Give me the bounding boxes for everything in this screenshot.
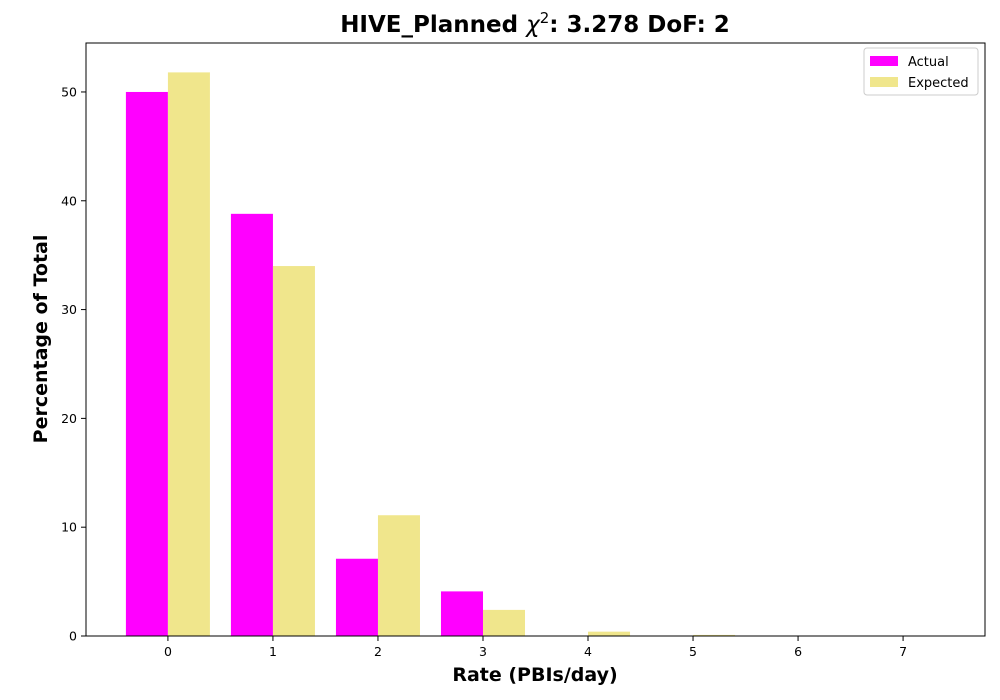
legend-swatch-expected <box>870 77 898 87</box>
y-tick-label: 50 <box>61 84 77 99</box>
x-tick-label: 2 <box>374 644 382 659</box>
chart-title-prefix: HIVE_Planned <box>340 12 526 38</box>
y-ticks: 0 10 20 30 40 50 <box>61 84 86 644</box>
bar-actual-1 <box>230 213 273 637</box>
bar-expected-2 <box>377 515 420 636</box>
x-tick-label: 4 <box>584 644 592 659</box>
x-axis-label: Rate (PBIs/day) <box>452 664 617 686</box>
bar-actual-2 <box>335 558 378 636</box>
x-tick-label: 6 <box>794 644 802 659</box>
chart-title-chi: χ <box>524 12 541 38</box>
x-tick-label: 7 <box>899 644 907 659</box>
y-tick-label: 20 <box>61 411 77 426</box>
bar-actual-0 <box>125 91 168 636</box>
x-tick-label: 5 <box>689 644 697 659</box>
y-tick-label: 10 <box>61 520 77 535</box>
y-axis-label: Percentage of Total <box>30 235 52 444</box>
chart-title-superscript: 2 <box>540 9 550 27</box>
legend: Actual Expected <box>863 47 979 96</box>
bar-expected-5 <box>693 634 736 636</box>
x-tick-label: 0 <box>164 644 172 659</box>
chart-title: HIVE_Planned χ2: 3.278 DoF: 2 <box>340 9 730 38</box>
plot-area-frame <box>85 42 986 637</box>
bar-expected-4 <box>588 631 631 636</box>
x-ticks: 0 1 2 3 4 5 6 7 <box>164 636 907 659</box>
y-tick-label: 40 <box>61 193 77 208</box>
bar-expected-3 <box>482 609 525 636</box>
bar-expected-1 <box>272 266 315 636</box>
x-tick-label: 3 <box>479 644 487 659</box>
x-tick-label: 1 <box>269 644 277 659</box>
legend-label-actual: Actual <box>908 55 949 70</box>
y-tick-label: 30 <box>61 302 77 317</box>
bar-expected-0 <box>167 72 210 636</box>
legend-swatch-actual <box>870 56 898 66</box>
bar-actual-3 <box>440 591 483 636</box>
chart-title-suffix: : 3.278 DoF: 2 <box>549 12 730 38</box>
y-tick-label: 0 <box>69 629 77 644</box>
bars-group <box>125 72 946 637</box>
legend-label-expected: Expected <box>908 76 969 91</box>
